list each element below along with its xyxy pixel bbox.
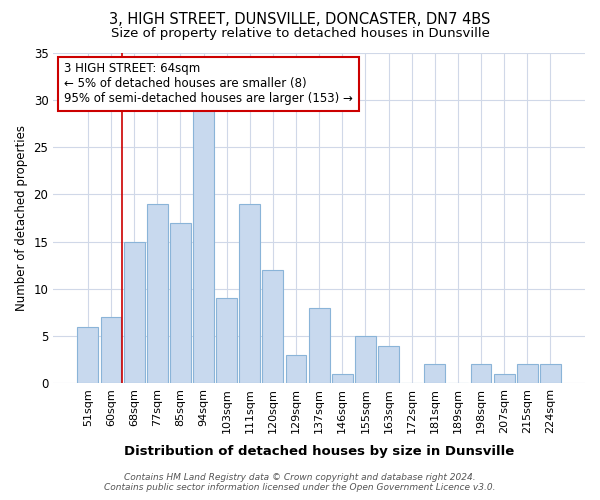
Text: 3, HIGH STREET, DUNSVILLE, DONCASTER, DN7 4BS: 3, HIGH STREET, DUNSVILLE, DONCASTER, DN… (109, 12, 491, 28)
Bar (540, 364, 561, 384)
Bar (424, 364, 445, 384)
Bar (355, 336, 376, 384)
Bar (147, 204, 167, 384)
Text: Size of property relative to detached houses in Dunsville: Size of property relative to detached ho… (110, 28, 490, 40)
Bar (378, 346, 399, 384)
Bar (470, 364, 491, 384)
Bar (286, 355, 307, 384)
Bar (239, 204, 260, 384)
Bar (216, 298, 237, 384)
Bar (101, 317, 121, 384)
Bar (309, 308, 329, 384)
Bar (124, 242, 145, 384)
X-axis label: Distribution of detached houses by size in Dunsville: Distribution of detached houses by size … (124, 444, 514, 458)
Bar (262, 270, 283, 384)
Text: 3 HIGH STREET: 64sqm
← 5% of detached houses are smaller (8)
95% of semi-detache: 3 HIGH STREET: 64sqm ← 5% of detached ho… (64, 62, 353, 106)
Bar (170, 222, 191, 384)
Text: Contains HM Land Registry data © Crown copyright and database right 2024.
Contai: Contains HM Land Registry data © Crown c… (104, 473, 496, 492)
Y-axis label: Number of detached properties: Number of detached properties (15, 125, 28, 311)
Bar (77, 326, 98, 384)
Bar (494, 374, 515, 384)
Bar (332, 374, 353, 384)
Bar (193, 109, 214, 384)
Bar (517, 364, 538, 384)
